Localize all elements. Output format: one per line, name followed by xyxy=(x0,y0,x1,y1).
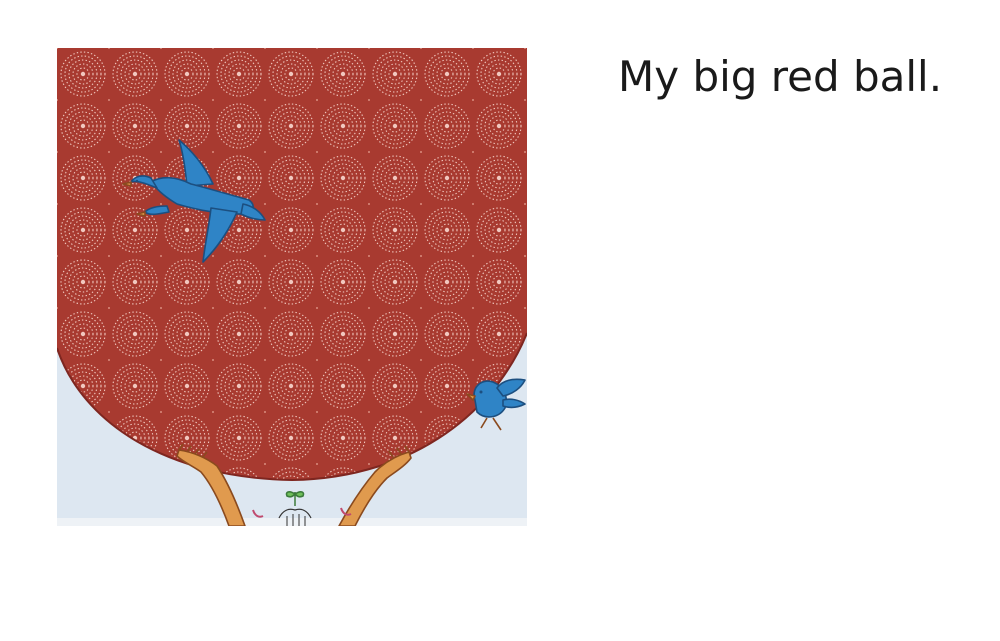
page-illustration xyxy=(57,48,527,526)
raised-hands-icon xyxy=(176,443,412,526)
flying-bird-icon xyxy=(122,139,266,263)
illustration-svg xyxy=(57,48,527,526)
ground-strip xyxy=(57,518,527,526)
small-bird-icon xyxy=(466,378,526,431)
big-red-ball xyxy=(57,48,527,482)
page-caption: My big red ball. xyxy=(618,52,943,101)
